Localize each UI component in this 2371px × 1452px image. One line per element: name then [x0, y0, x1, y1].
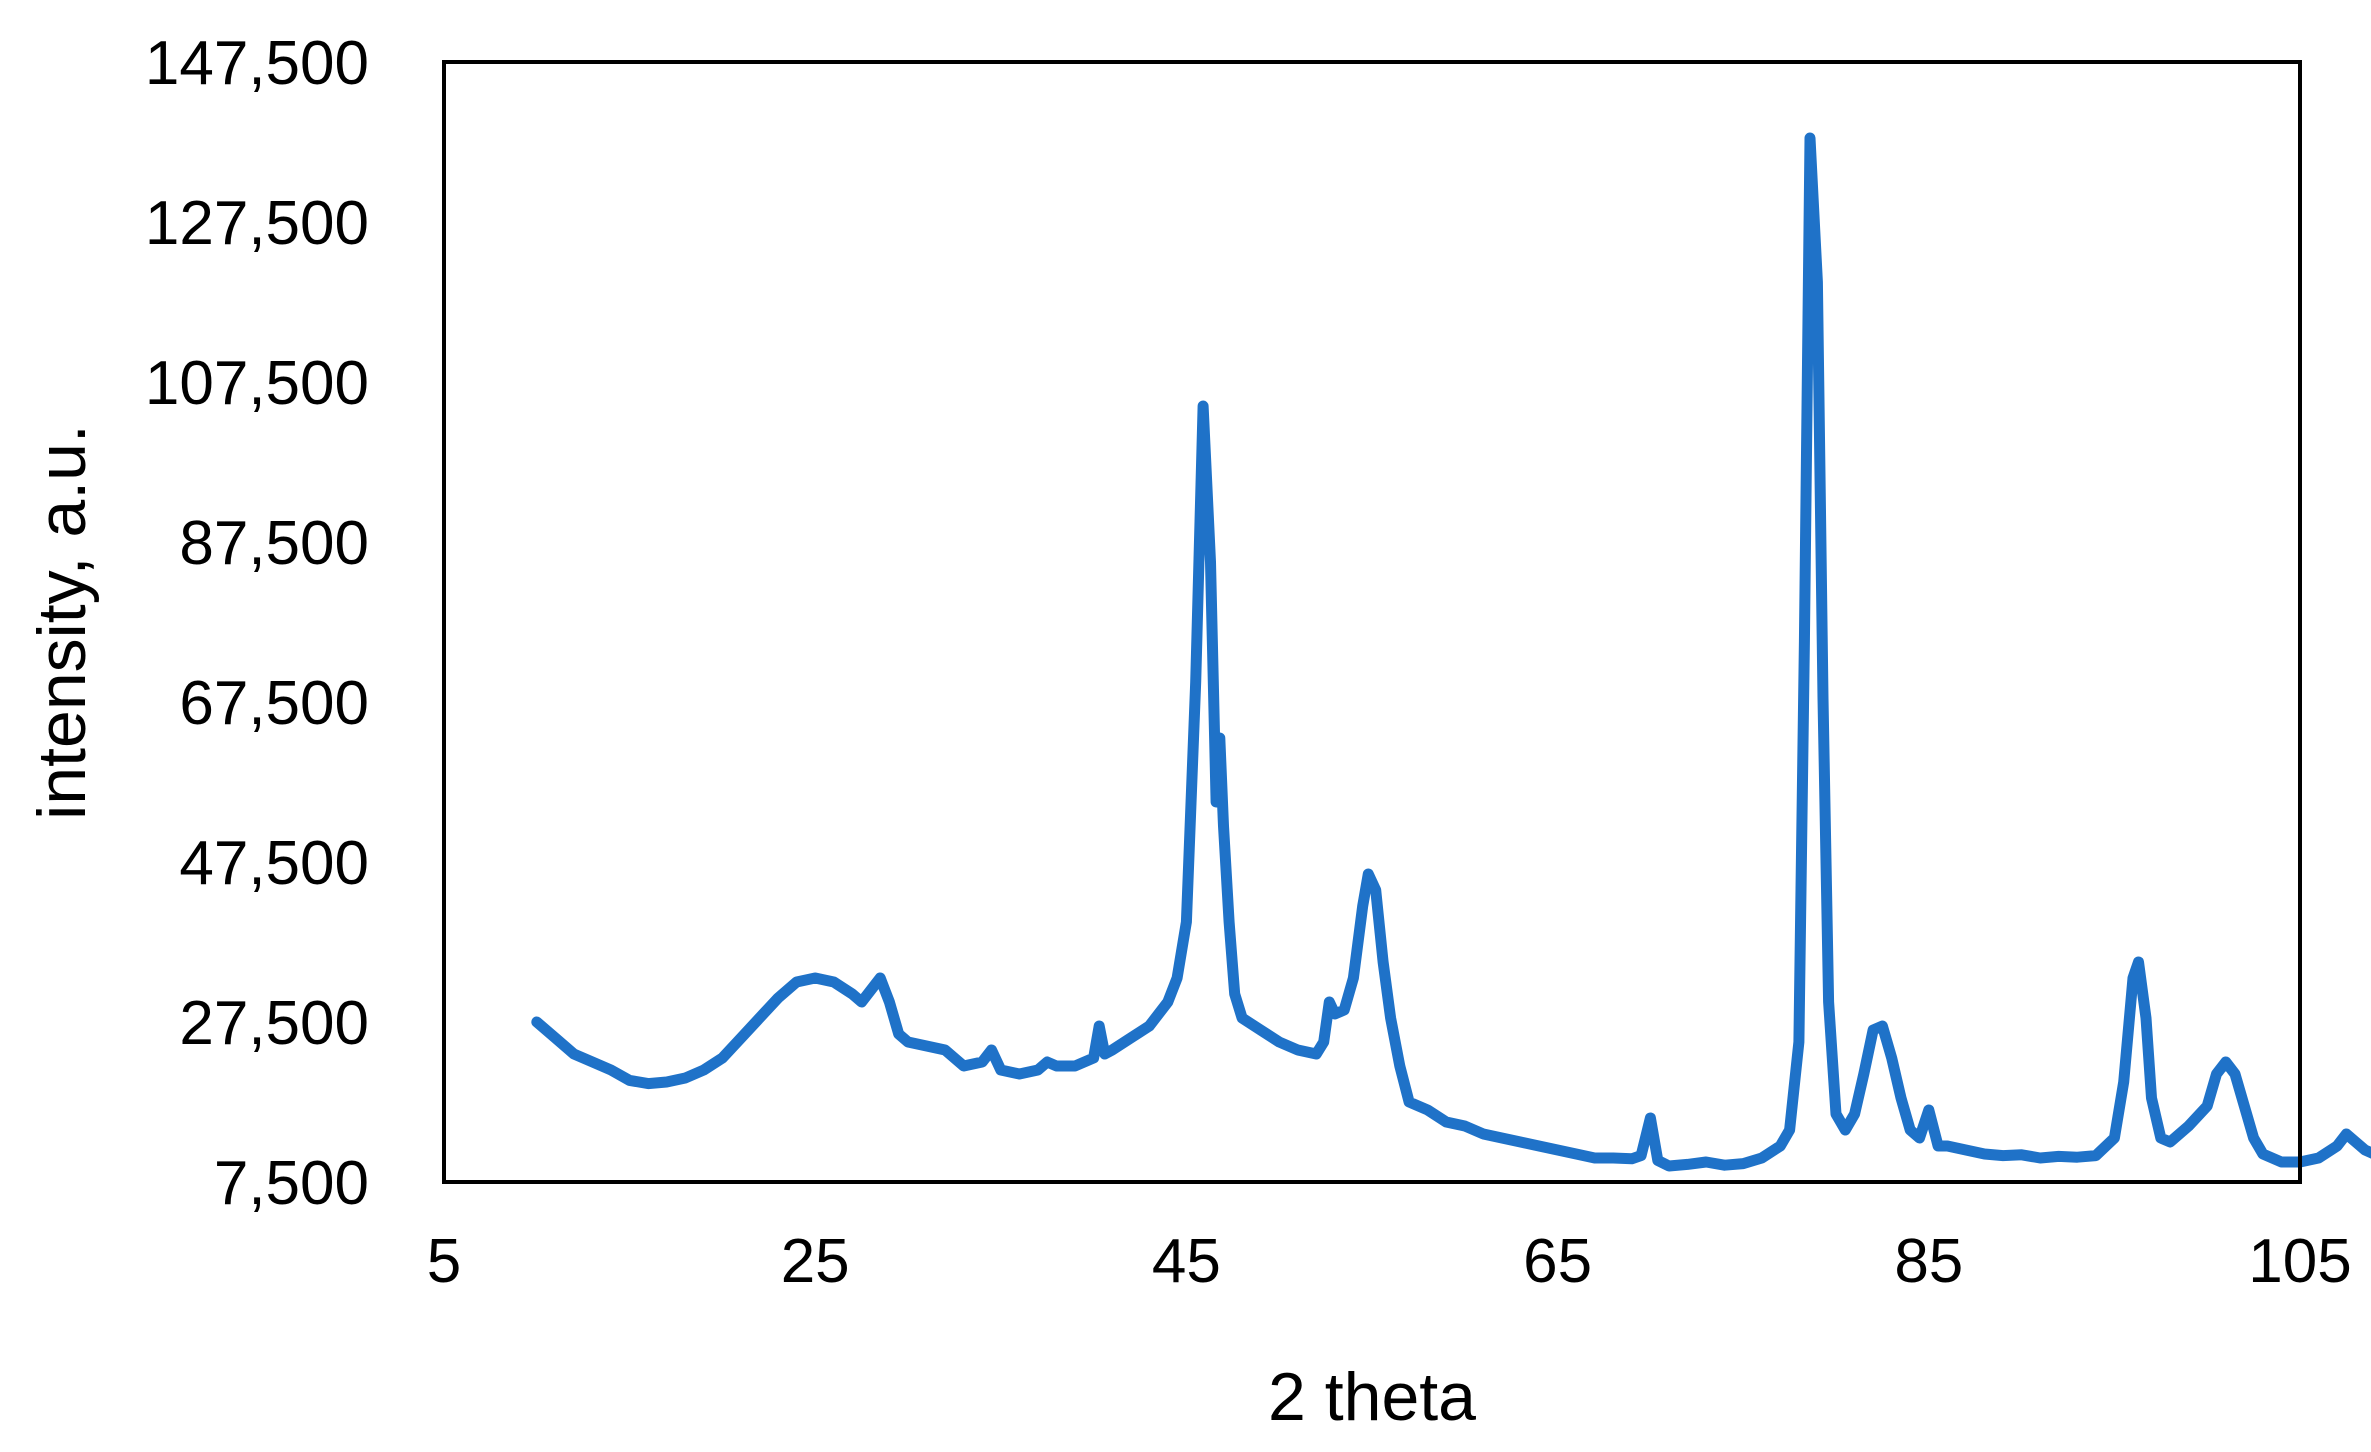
plot-area-frame — [442, 60, 2302, 1184]
y-tick-label: 7,500 — [214, 1149, 369, 1218]
y-tick-label: 87,500 — [179, 509, 369, 578]
y-tick-label: 67,500 — [179, 669, 369, 738]
x-tick-label: 85 — [1894, 1227, 1963, 1296]
y-tick-label: 27,500 — [179, 989, 369, 1058]
x-tick-label: 25 — [781, 1227, 850, 1296]
y-axis-tick-labels: 7,500 27,500 47,500 67,500 87,500 107,500 127,… — [145, 29, 369, 1218]
intensity-series-line — [531, 132, 2371, 1172]
y-axis-title: intensity, a.u. — [24, 424, 100, 820]
x-tick-label: 5 — [427, 1227, 461, 1296]
x-axis-title: 2 theta — [1268, 1359, 1476, 1435]
y-tick-label: 147,500 — [145, 29, 369, 98]
x-tick-label: 105 — [2248, 1227, 2351, 1296]
y-tick-label: 47,500 — [179, 829, 369, 898]
x-tick-label: 45 — [1152, 1227, 1221, 1296]
y-tick-label: 127,500 — [145, 189, 369, 258]
y-tick-label: 107,500 — [145, 349, 369, 418]
x-tick-label: 65 — [1523, 1227, 1592, 1296]
x-axis-tick-labels: 5 25 45 65 85 105 — [427, 1227, 2352, 1296]
